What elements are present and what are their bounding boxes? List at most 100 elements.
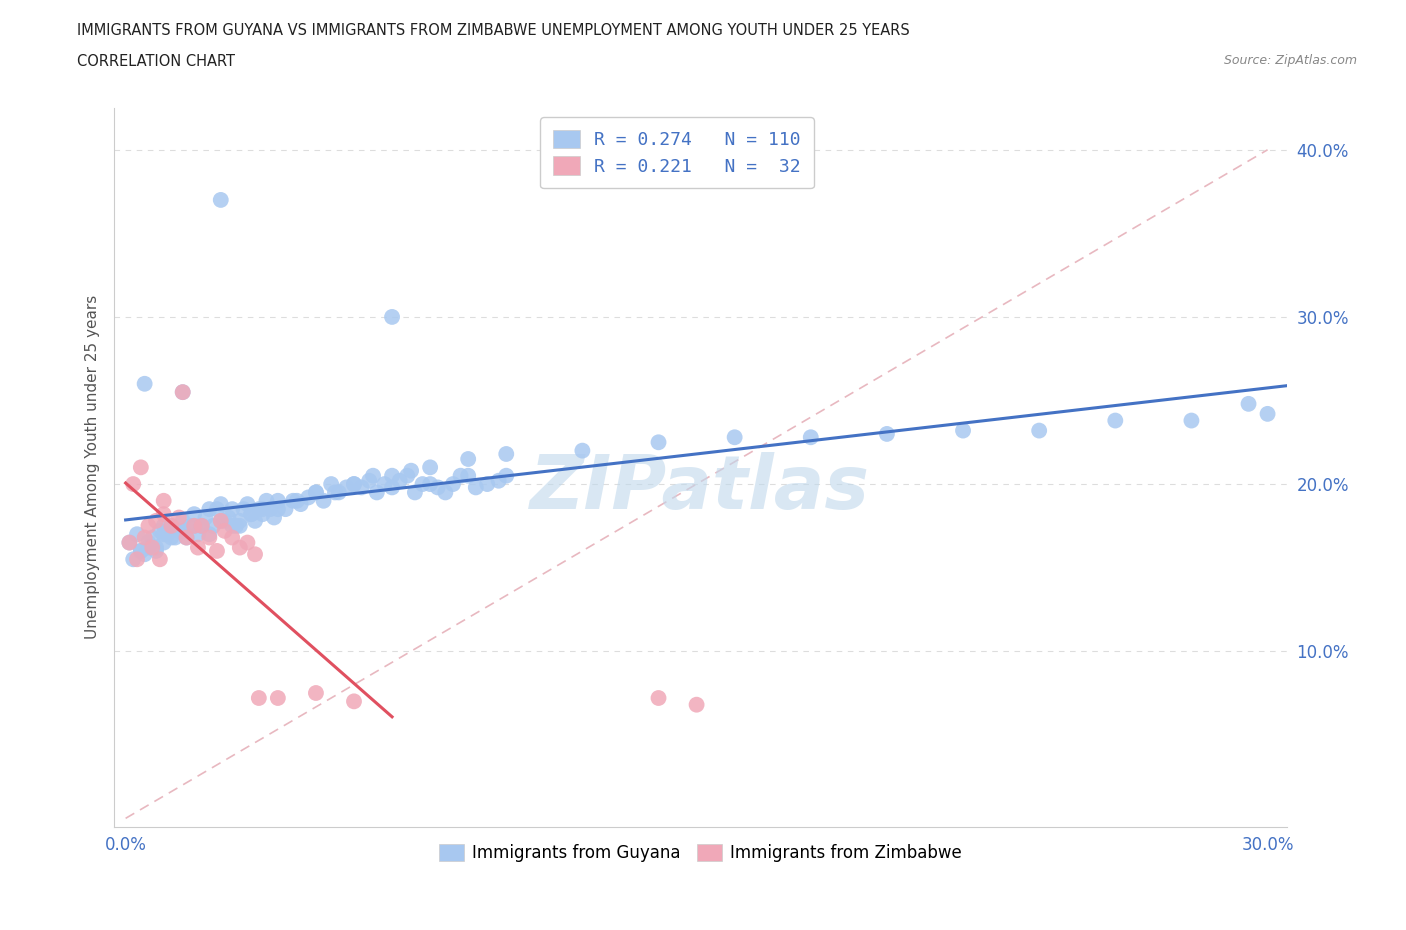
Point [285, 493, 308, 508]
Point [495, 446, 517, 461]
Point [350, 480, 373, 495]
Point [190, 518, 212, 533]
Point [176, 530, 198, 545]
Point [232, 501, 254, 516]
Point [179, 518, 201, 533]
Point [160, 518, 183, 533]
Point [118, 535, 141, 550]
Point [419, 477, 441, 492]
Point [488, 473, 510, 488]
Point [243, 513, 266, 528]
Point [495, 469, 517, 484]
Point [441, 477, 464, 492]
Point [149, 524, 172, 538]
Point [183, 518, 205, 533]
Point [381, 469, 404, 484]
Point [225, 518, 247, 533]
Point [205, 543, 228, 558]
Point [214, 513, 236, 528]
Point [198, 501, 221, 516]
Point [221, 530, 243, 545]
Point [160, 518, 183, 533]
Point [457, 469, 479, 484]
Point [305, 485, 328, 499]
Point [198, 530, 221, 545]
Point [194, 510, 217, 525]
Point [221, 518, 243, 533]
Point [165, 530, 187, 545]
Point [419, 460, 441, 475]
Point [172, 385, 194, 400]
Point [145, 543, 167, 558]
Point [267, 493, 290, 508]
Point [209, 513, 232, 528]
Point [198, 526, 221, 541]
Point [172, 524, 194, 538]
Point [647, 435, 669, 450]
Point [152, 493, 174, 508]
Point [152, 507, 174, 522]
Point [202, 518, 225, 533]
Text: Source: ZipAtlas.com: Source: ZipAtlas.com [1223, 54, 1357, 67]
Point [221, 501, 243, 516]
Point [183, 507, 205, 522]
Point [685, 698, 707, 712]
Point [343, 694, 366, 709]
Point [328, 485, 350, 499]
Point [190, 518, 212, 533]
Point [172, 513, 194, 528]
Point [122, 477, 145, 492]
Point [118, 535, 141, 550]
Point [1028, 423, 1050, 438]
Point [145, 540, 167, 555]
Point [1257, 406, 1279, 421]
Point [240, 507, 263, 522]
Point [129, 543, 152, 558]
Point [240, 507, 263, 522]
Point [243, 547, 266, 562]
Point [800, 430, 823, 445]
Point [399, 463, 422, 478]
Point [152, 518, 174, 533]
Point [141, 530, 163, 545]
Point [281, 493, 304, 508]
Point [252, 501, 274, 516]
Point [952, 423, 974, 438]
Point [167, 510, 190, 525]
Point [205, 501, 228, 516]
Point [267, 691, 290, 706]
Point [290, 497, 312, 512]
Point [343, 477, 366, 492]
Point [236, 497, 259, 512]
Point [252, 507, 274, 522]
Point [229, 540, 252, 555]
Point [160, 530, 183, 545]
Point [323, 485, 346, 499]
Point [321, 477, 343, 492]
Point [312, 493, 335, 508]
Point [1104, 413, 1126, 428]
Point [297, 490, 319, 505]
Point [388, 473, 411, 488]
Point [187, 540, 209, 555]
Point [152, 526, 174, 541]
Point [183, 518, 205, 533]
Legend: Immigrants from Guyana, Immigrants from Zimbabwe: Immigrants from Guyana, Immigrants from … [432, 837, 969, 869]
Point [149, 551, 172, 566]
Point [141, 540, 163, 555]
Point [647, 691, 669, 706]
Point [176, 530, 198, 545]
Point [129, 460, 152, 475]
Point [217, 510, 239, 525]
Point [457, 452, 479, 467]
Point [256, 493, 278, 508]
Point [187, 526, 209, 541]
Point [381, 310, 404, 325]
Point [134, 547, 156, 562]
Point [359, 473, 381, 488]
Point [381, 480, 404, 495]
Point [172, 385, 194, 400]
Point [138, 535, 160, 550]
Point [434, 485, 457, 499]
Point [156, 526, 179, 541]
